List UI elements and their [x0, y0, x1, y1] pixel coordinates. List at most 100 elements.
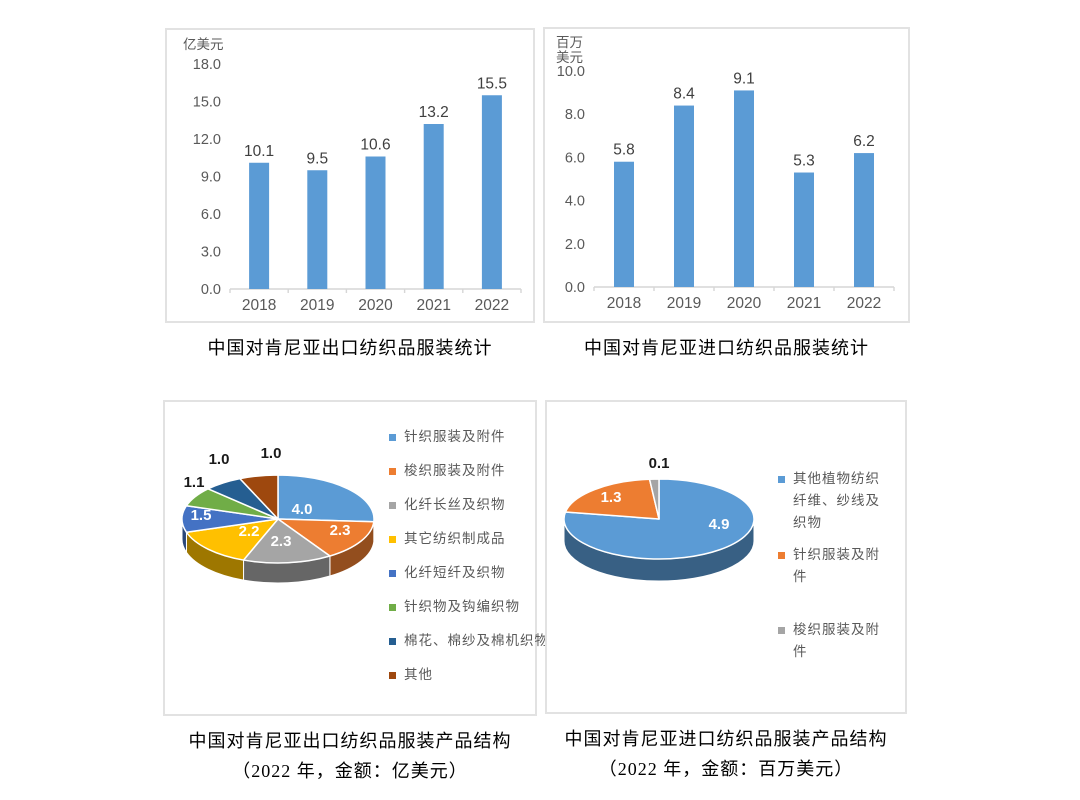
y-tick-label: 18.0 [193, 57, 221, 73]
pie-data-label: 4.0 [292, 501, 313, 518]
export-pie-figure: 4.0 2.3 2.3 2.2 1.5 1.1 1.0 1.0 针织服装及附件 梭织服装及附件化… [163, 400, 548, 786]
legend-marker [389, 604, 396, 611]
legend-label: 其他植物纺织纤维、纱线及织物 [793, 471, 880, 530]
legend-item: 其它纺织制成品 [389, 528, 506, 550]
bar-value-label: 6.2 [853, 133, 875, 150]
import-bar-title: 中国对肯尼亚进口纺织品服装统计 [584, 338, 869, 358]
legend-marker [778, 627, 785, 634]
y-tick-label: 9.0 [201, 170, 221, 186]
export-bar-figure: 亿美元 0.0 3.0 6.0 9.0 12.0 15.0 18.0 10.1 2018 9.5 20… [165, 28, 535, 363]
bar [307, 170, 328, 289]
x-category-label: 2019 [667, 295, 701, 312]
import-pie-subtitle: （2022 年，金额：百万美元） [598, 759, 854, 779]
y-tick-label: 12.0 [193, 132, 221, 148]
legend-item: 化纤短纤及织物 [389, 562, 506, 584]
legend-item: 针织物及钩编织物 [389, 596, 520, 618]
legend-marker [389, 468, 396, 475]
y-tick-label: 6.0 [201, 207, 221, 223]
pie-data-label: 2.2 [239, 523, 260, 540]
pie-slice [239, 474, 279, 520]
x-category-label: 2020 [727, 295, 762, 312]
legend-marker [389, 434, 396, 441]
import-bar-panel: 百万 美元 0.0 2.0 4.0 6.0 8.0 10.0 5.8 2018 8.4 2019 9.1… [543, 27, 910, 323]
pie-data-label: 4.9 [709, 516, 730, 533]
bar [854, 153, 874, 287]
import-bar-figure: 百万 美元 0.0 2.0 4.0 6.0 8.0 10.0 5.8 2018 8.4 2019 9.1… [543, 27, 910, 363]
import-pie-figure: 4.9 1.3 0.1 其他植物纺织纤维、纱线及织物 针织服装及附件 梭织服装及附件 中… [545, 400, 907, 784]
bar-value-label: 5.3 [793, 153, 815, 170]
bar-value-label: 8.4 [673, 86, 695, 103]
bar [481, 95, 502, 289]
bar [794, 172, 814, 287]
legend-marker [389, 502, 396, 509]
legend-item: 其他植物纺织纤维、纱线及织物 [778, 468, 884, 534]
pie-data-label: 1.0 [209, 451, 230, 468]
x-category-label: 2021 [787, 295, 821, 312]
legend-marker [778, 552, 785, 559]
pie-slice [648, 478, 660, 520]
pie-slice [564, 478, 660, 520]
y-tick-label: 3.0 [201, 245, 221, 261]
legend-label: 其他 [404, 667, 433, 682]
import-pie-panel: 4.9 1.3 0.1 其他植物纺织纤维、纱线及织物 针织服装及附件 梭织服装及附件 [545, 400, 907, 714]
legend-label: 梭织服装及附件 [793, 622, 880, 659]
pie-data-label: 1.5 [191, 507, 212, 524]
legend-item: 化纤长丝及织物 [389, 494, 506, 516]
legend-marker [389, 536, 396, 543]
x-category-label: 2022 [847, 295, 881, 312]
legend-item: 其他 [389, 664, 433, 686]
legend-item: 针织服装及附件 [389, 426, 506, 448]
legend-label: 梭织服装及附件 [404, 463, 506, 478]
legend-label: 棉花、棉纱及棉机织物 [404, 633, 549, 648]
legend-item: 梭织服装及附件 [389, 460, 506, 482]
pie-data-label: 1.0 [261, 445, 282, 462]
bar-value-label: 10.6 [360, 137, 390, 154]
export-pie-chart: 4.02.32.32.21.51.11.0 1.0 [181, 445, 375, 584]
bar-value-label: 9.5 [307, 150, 329, 167]
bar [734, 90, 754, 287]
y-tick-label: 0.0 [565, 280, 585, 296]
y-tick-label: 8.0 [565, 107, 585, 123]
export-pie-panel: 4.0 2.3 2.3 2.2 1.5 1.1 1.0 1.0 针织服装及附件 梭织服装及附件化… [163, 400, 548, 716]
import-pie-title: 中国对肯尼亚进口纺织品服装产品结构 （2022 年，金额：百万美元） [545, 725, 907, 784]
pie-slice [277, 518, 375, 557]
y-tick-label: 15.0 [193, 95, 221, 111]
y-tick-label: 0.0 [201, 282, 221, 298]
bar-value-label: 10.1 [244, 143, 274, 160]
export-pie-subtitle: （2022 年，金额：亿美元） [232, 761, 468, 781]
legend-marker [389, 672, 396, 679]
x-category-label: 2021 [416, 297, 450, 314]
pie-slice [242, 518, 331, 564]
export-pie-title-line: 中国对肯尼亚出口纺织品服装产品结构 [188, 731, 512, 751]
import-pie-title-line: 中国对肯尼亚进口纺织品服装产品结构 [564, 729, 888, 749]
bar [365, 156, 386, 289]
legend-label: 针织服装及附件 [404, 429, 506, 444]
x-category-label: 2018 [607, 295, 641, 312]
export-bar-chart: 亿美元 0.0 3.0 6.0 9.0 12.0 15.0 18.0 10.1 2018 9.5 20… [183, 37, 522, 314]
axis-unit-label: 百万 [556, 35, 583, 50]
bar [423, 124, 444, 289]
pie-slice [277, 474, 375, 523]
y-tick-label: 6.0 [565, 150, 585, 166]
y-tick-label: 2.0 [565, 237, 585, 253]
pie-data-label: 1.3 [601, 489, 622, 506]
x-category-label: 2022 [475, 297, 509, 314]
y-tick-label: 4.0 [565, 194, 585, 210]
legend-marker [778, 476, 785, 483]
export-bar-title: 中国对肯尼亚出口纺织品服装统计 [207, 338, 493, 358]
y-tick-label: 10.0 [557, 64, 585, 80]
axis-unit-label: 亿美元 [183, 37, 224, 52]
legend-marker [389, 570, 396, 577]
bar-value-label: 9.1 [733, 70, 755, 87]
axis-unit-label: 美元 [556, 50, 583, 65]
pie-data-label: 2.3 [271, 533, 292, 550]
legend-item: 针织服装及附件 [778, 544, 884, 588]
legend-item: 棉花、棉纱及棉机织物 [389, 630, 549, 652]
legend-item: 梭织服装及附件 [778, 619, 884, 663]
pie-slice [563, 478, 755, 560]
x-category-label: 2019 [300, 297, 334, 314]
bar [674, 105, 694, 287]
import-bar-chart: 百万美元 0.0 2.0 4.0 6.0 8.0 10.0 5.8 2018 8.4 2019 9.1… [556, 35, 895, 312]
bar-value-label: 15.5 [477, 75, 507, 92]
export-bar-panel: 亿美元 0.0 3.0 6.0 9.0 12.0 15.0 18.0 10.1 2018 9.5 20… [165, 28, 535, 323]
